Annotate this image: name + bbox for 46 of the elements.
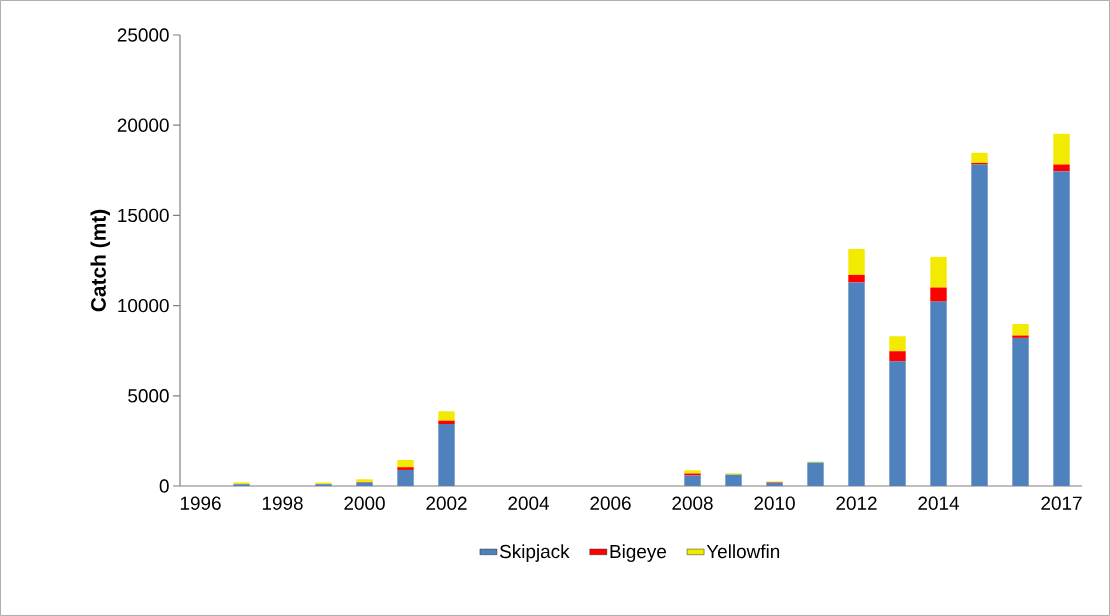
y-axis-title: Catch (mt) bbox=[90, 209, 111, 312]
bar bbox=[1053, 133, 1070, 165]
bar bbox=[684, 475, 701, 486]
bar bbox=[848, 248, 865, 275]
y-tick-label: 25000 bbox=[117, 28, 169, 42]
bar bbox=[438, 420, 455, 425]
y-tick-label: 20000 bbox=[117, 118, 169, 132]
bar bbox=[397, 467, 414, 470]
bar bbox=[889, 336, 906, 352]
y-tick-label: 15000 bbox=[118, 208, 169, 223]
bar bbox=[930, 287, 947, 302]
bar bbox=[848, 282, 865, 486]
x-tick-label: 1998 bbox=[262, 496, 303, 510]
x-tick-label: 2010 bbox=[754, 496, 795, 510]
bar bbox=[807, 462, 824, 486]
legend-label: Bigeye bbox=[610, 544, 667, 562]
x-tick-label: 2012 bbox=[836, 496, 877, 510]
y-tick-label: 0 bbox=[159, 479, 169, 493]
bar bbox=[438, 411, 455, 421]
bar bbox=[397, 469, 414, 486]
bar bbox=[397, 460, 414, 468]
x-tick-label: 2000 bbox=[344, 496, 385, 510]
y-tick-label: 10000 bbox=[118, 298, 169, 313]
x-tick-label: 2006 bbox=[590, 496, 631, 510]
bar bbox=[971, 152, 988, 163]
bar bbox=[930, 256, 947, 288]
bar bbox=[1012, 323, 1029, 336]
x-tick-label: 2004 bbox=[508, 496, 549, 510]
bar bbox=[971, 164, 988, 486]
bar bbox=[1053, 164, 1070, 172]
x-tick-label: 1996 bbox=[180, 496, 221, 510]
legend-label: Yellowfin bbox=[706, 544, 780, 559]
legend-label: Skipjack bbox=[499, 544, 570, 562]
bar bbox=[930, 301, 947, 486]
x-tick-label: 2014 bbox=[918, 496, 959, 510]
x-tick-label: 2002 bbox=[426, 496, 467, 510]
bar bbox=[438, 424, 455, 486]
y-tick-label: 5000 bbox=[128, 389, 169, 403]
x-tick-label: 2008 bbox=[672, 496, 713, 510]
bar bbox=[848, 274, 865, 283]
bar bbox=[725, 474, 742, 486]
bar bbox=[889, 361, 906, 486]
bar bbox=[1012, 337, 1029, 486]
bar bbox=[889, 351, 906, 362]
bar bbox=[1053, 171, 1070, 486]
x-tick-label: 2017 bbox=[1041, 496, 1082, 510]
